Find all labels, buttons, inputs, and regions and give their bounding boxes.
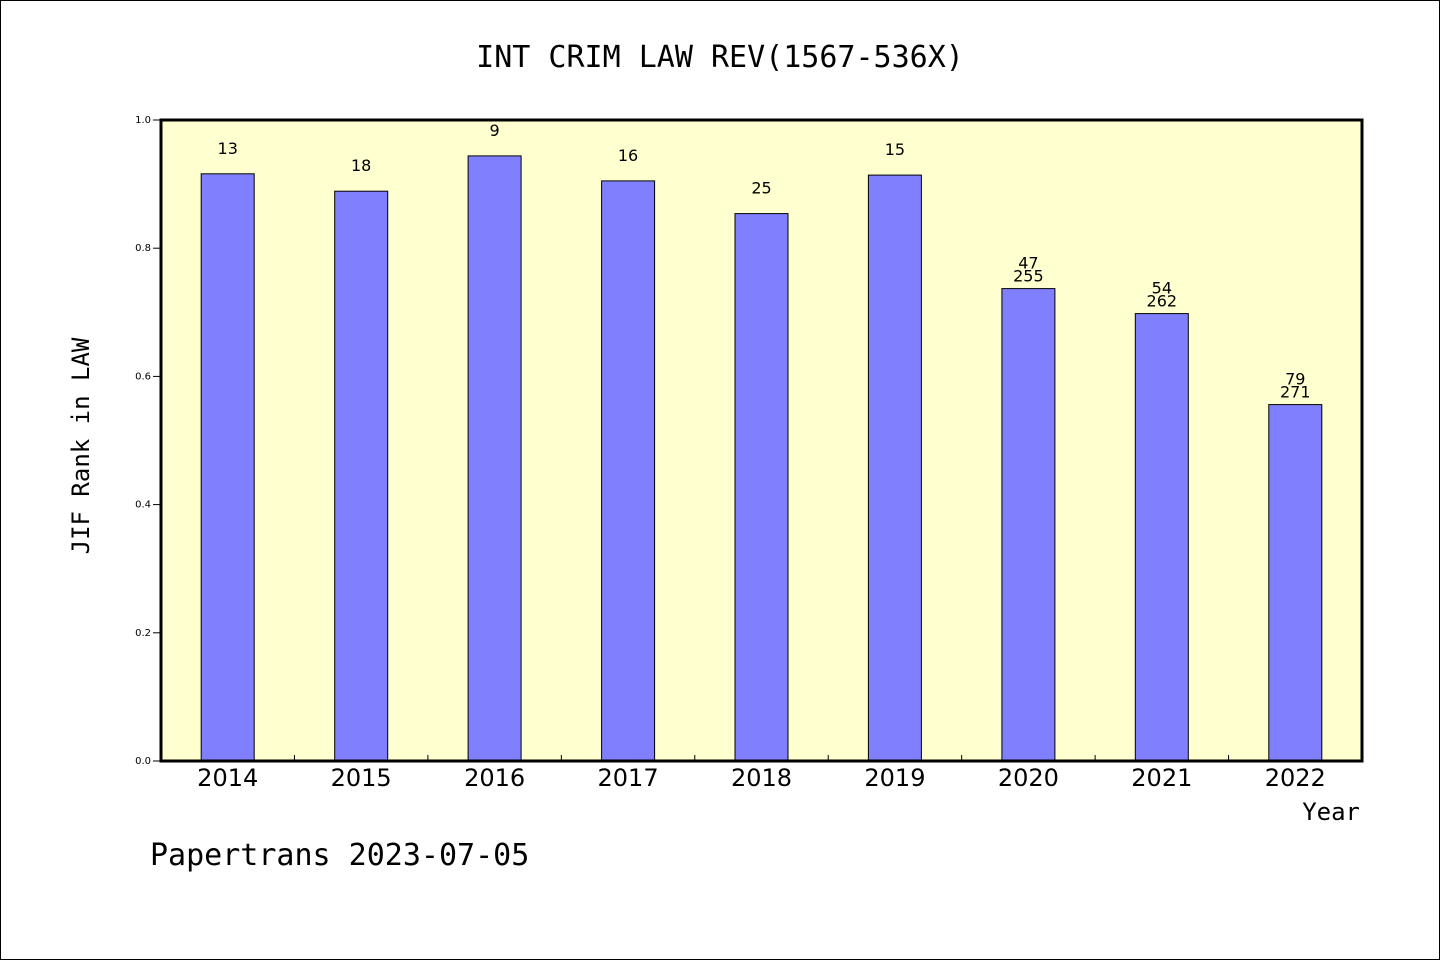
bar-2014: [200, 173, 255, 762]
bar-2022: [1268, 404, 1323, 762]
bar-2018: [734, 213, 789, 762]
x-tick-label-2016: 2016: [464, 764, 525, 792]
rank-label-2015: 18: [351, 156, 371, 175]
total-label-2020: 255: [1013, 267, 1044, 286]
x-tick-label-2022: 2022: [1265, 764, 1326, 792]
rank-label-2019: 15: [885, 140, 905, 159]
bar-2021: [1134, 313, 1189, 762]
total-label-2021: 262: [1147, 292, 1178, 311]
footer-text: Papertrans 2023-07-05: [150, 838, 529, 873]
y-tick-label: 1.0: [135, 115, 151, 126]
bar-2019: [867, 174, 922, 762]
x-tick-label-2020: 2020: [998, 764, 1059, 792]
y-tick-label: 0.0: [135, 756, 151, 767]
chart-title: INT CRIM LAW REV(1567-536X): [476, 40, 964, 75]
rank-label-2017: 16: [618, 146, 638, 165]
rank-label-2014: 13: [218, 139, 238, 158]
bar-2017: [601, 180, 656, 762]
x-tick-label-2021: 2021: [1131, 764, 1192, 792]
x-tick-label-2014: 2014: [197, 764, 258, 792]
y-tick-label: 0.8: [135, 243, 151, 254]
x-tick-label-2015: 2015: [331, 764, 392, 792]
x-tick-label-2018: 2018: [731, 764, 792, 792]
rank-label-2018: 25: [751, 179, 771, 198]
bars-group: [200, 155, 1323, 762]
bar-2016: [467, 155, 522, 762]
rank-label-2022: 79: [1285, 370, 1305, 389]
rank-label-2020: 47: [1018, 254, 1038, 273]
plot-border: [159, 118, 1364, 763]
x-axis-label: Year: [1302, 798, 1360, 826]
y-axis: 0.0 0.2 0.4 0.6 0.8 1.0: [135, 115, 161, 767]
x-tick-label-2019: 2019: [864, 764, 925, 792]
bar-2020: [1001, 288, 1056, 762]
total-label-2022: 271: [1280, 383, 1311, 402]
rank-label-2016: 9: [490, 121, 500, 140]
bar-2015: [334, 190, 389, 762]
y-tick-label: 0.6: [135, 371, 151, 382]
y-tick-label: 0.4: [135, 500, 151, 511]
y-axis-label: JIF Rank in LAW: [67, 337, 95, 554]
x-axis: 2014 2015 2016 2017 2018 2019 2020 2021 2022: [197, 755, 1326, 792]
rank-label-2021: 54: [1152, 279, 1172, 298]
x-tick-label-2017: 2017: [598, 764, 659, 792]
y-tick-label: 0.2: [135, 628, 151, 639]
